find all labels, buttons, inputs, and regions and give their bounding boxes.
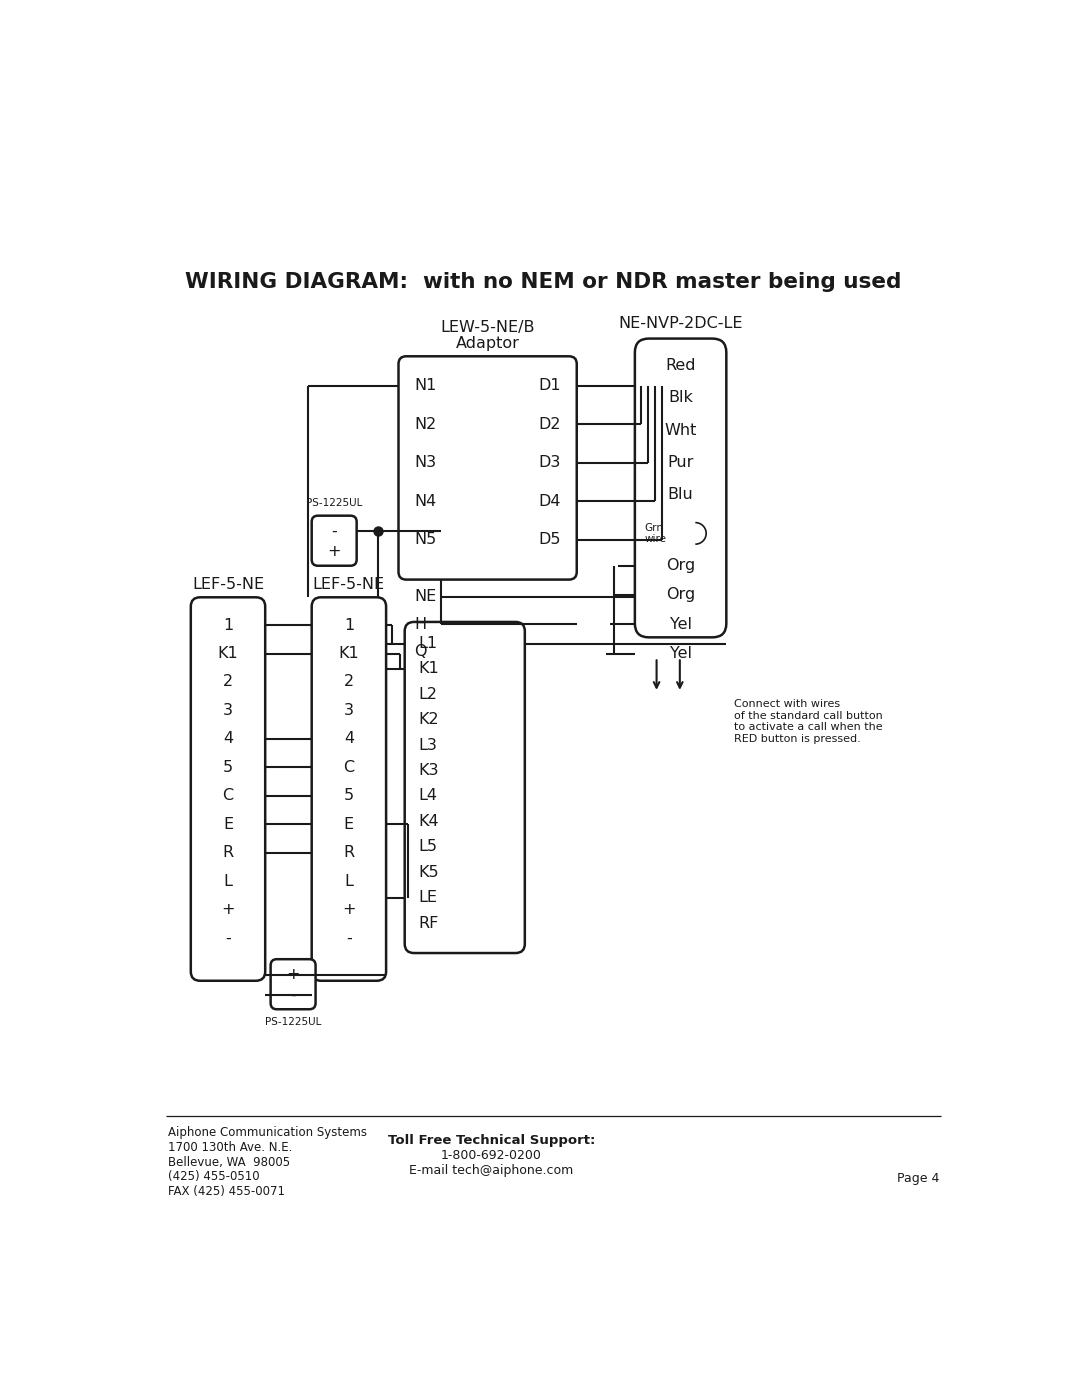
Text: 1: 1 [343,617,354,633]
Text: NE: NE [414,590,436,604]
Text: -: - [346,930,352,946]
Text: K1: K1 [338,645,360,661]
Text: L: L [345,875,353,888]
Text: PS-1225UL: PS-1225UL [265,1017,321,1027]
Text: Connect with wires
of the standard call button
to activate a call when the
RED b: Connect with wires of the standard call … [734,698,882,743]
Text: K1: K1 [419,661,440,676]
Text: D2: D2 [539,416,562,432]
Text: K1: K1 [218,645,239,661]
Text: -: - [225,930,231,946]
Text: Yel: Yel [670,616,691,631]
Text: Adaptor: Adaptor [456,337,519,352]
Text: Aiphone Communication Systems: Aiphone Communication Systems [167,1126,366,1140]
Text: (425) 455-0510: (425) 455-0510 [167,1171,259,1183]
Text: H: H [414,616,427,631]
Text: 5: 5 [343,788,354,803]
Text: Blk: Blk [669,390,693,405]
FancyBboxPatch shape [312,598,387,981]
Text: K5: K5 [419,865,440,880]
Text: WIRING DIAGRAM:  with no NEM or NDR master being used: WIRING DIAGRAM: with no NEM or NDR maste… [186,271,902,292]
Text: +: + [221,902,234,918]
FancyBboxPatch shape [405,622,525,953]
Text: LEF-5-NE: LEF-5-NE [313,577,384,592]
Text: Blu: Blu [667,488,693,503]
FancyBboxPatch shape [271,960,315,1009]
Text: 1-800-692-0200: 1-800-692-0200 [441,1150,542,1162]
Text: C: C [222,788,233,803]
Text: C: C [343,760,354,775]
Text: Wht: Wht [664,423,697,437]
Text: NE-NVP-2DC-LE: NE-NVP-2DC-LE [619,316,743,331]
Text: L: L [224,875,232,888]
Text: D1: D1 [539,379,562,393]
Text: D3: D3 [539,455,562,469]
Text: LE: LE [419,890,437,905]
Text: L5: L5 [419,840,437,855]
FancyBboxPatch shape [399,356,577,580]
Text: K2: K2 [419,712,440,728]
Text: -: - [291,988,296,1003]
Text: N2: N2 [414,416,436,432]
Text: Toll Free Technical Support:: Toll Free Technical Support: [388,1134,595,1147]
Text: E-mail tech@aiphone.com: E-mail tech@aiphone.com [409,1164,573,1178]
Text: L2: L2 [419,687,437,701]
Text: R: R [343,845,354,861]
Text: Org: Org [666,588,696,602]
Text: D5: D5 [539,532,562,548]
Text: Grn
wire: Grn wire [644,522,666,545]
Text: R: R [222,845,233,861]
Text: Q: Q [414,644,427,659]
Text: LEF-5-NE: LEF-5-NE [192,577,265,592]
Text: Pur: Pur [667,455,693,469]
Text: RF: RF [419,915,440,930]
Text: Bellevue, WA  98005: Bellevue, WA 98005 [167,1155,289,1168]
Text: LEW-5-NE/B: LEW-5-NE/B [441,320,535,334]
Text: +: + [286,967,300,982]
Text: 5: 5 [222,760,233,775]
Text: Red: Red [665,358,696,373]
Text: K4: K4 [419,814,440,828]
Text: 1: 1 [222,617,233,633]
Text: 2: 2 [222,675,233,690]
Text: +: + [327,545,341,559]
Text: L4: L4 [419,788,437,803]
Text: E: E [222,817,233,833]
Text: Yel: Yel [670,645,691,661]
Text: N1: N1 [414,379,436,393]
Text: 3: 3 [343,703,354,718]
Text: 2: 2 [343,675,354,690]
Text: N4: N4 [414,493,436,509]
Text: K3: K3 [419,763,440,778]
Text: 4: 4 [222,732,233,746]
Text: N3: N3 [414,455,436,469]
Text: 3: 3 [222,703,233,718]
Text: PS-1225UL: PS-1225UL [306,499,363,509]
Text: Page 4: Page 4 [897,1172,940,1186]
FancyBboxPatch shape [312,515,356,566]
FancyBboxPatch shape [635,338,727,637]
Text: +: + [342,902,355,918]
Text: -: - [332,524,337,539]
Text: D4: D4 [539,493,562,509]
Text: N5: N5 [414,532,436,548]
FancyBboxPatch shape [191,598,266,981]
Text: L1: L1 [419,636,437,651]
Text: 1700 130th Ave. N.E.: 1700 130th Ave. N.E. [167,1141,292,1154]
Text: L3: L3 [419,738,437,753]
Text: Org: Org [666,559,696,573]
Text: FAX (425) 455-0071: FAX (425) 455-0071 [167,1185,284,1197]
Text: 4: 4 [343,732,354,746]
Text: E: E [343,817,354,833]
